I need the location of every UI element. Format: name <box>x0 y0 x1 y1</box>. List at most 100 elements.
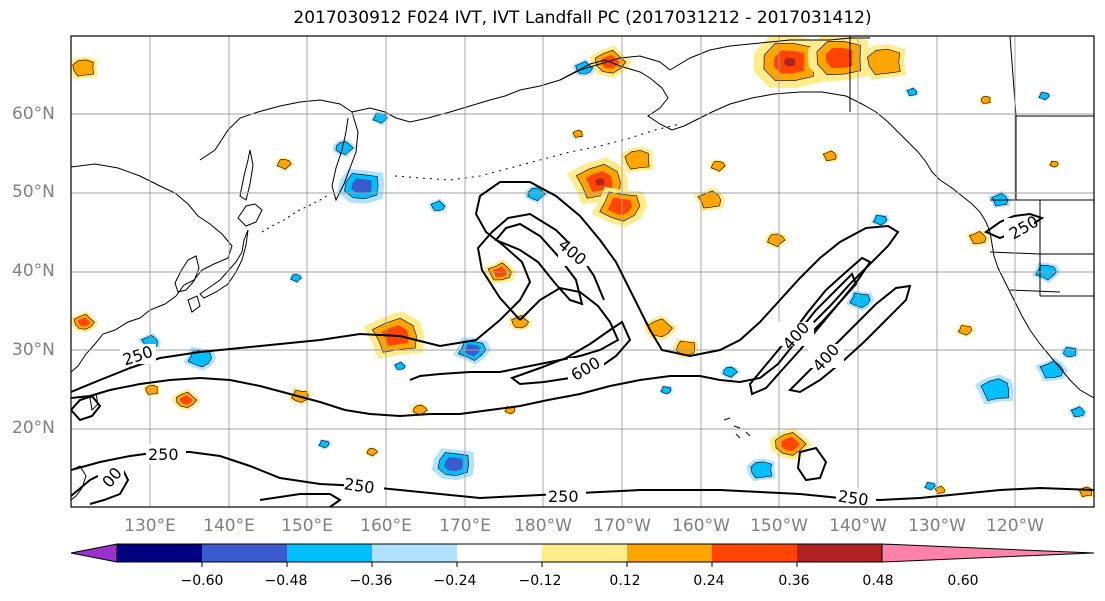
anomaly-region <box>867 48 901 75</box>
contour-250-lower-left-b <box>71 394 102 422</box>
anomaly-region <box>366 448 378 457</box>
contour-label-250-southwest: 250 <box>146 444 186 464</box>
anomaly-region <box>750 461 773 479</box>
contour-label-text: 250 <box>148 445 179 464</box>
chukotka <box>559 59 651 81</box>
anomaly-region <box>77 317 91 327</box>
alaska-north <box>669 37 870 71</box>
colorbar-extend-low <box>70 543 118 563</box>
japan-kyushu <box>187 295 201 313</box>
contour-250-south <box>71 451 1094 502</box>
colorbar-swatch <box>627 544 712 562</box>
contour-250-main <box>71 181 900 418</box>
colorbar-tick-label: 0.60 <box>947 573 979 589</box>
colorbar-extend-high <box>881 543 1095 563</box>
lon-label-150w: 150°W <box>750 516 808 536</box>
anomaly-region <box>444 457 463 472</box>
colorbar-swatch <box>372 544 457 562</box>
map-title: 2017030912 F024 IVT, IVT Landfall PC (20… <box>293 8 872 28</box>
siberia-coast <box>351 55 671 123</box>
alaska-south <box>711 91 941 181</box>
anomaly-region <box>849 292 871 309</box>
anomaly-region <box>430 200 446 211</box>
anomaly-region <box>968 231 987 245</box>
lat-label-50n: 50°N <box>12 182 55 202</box>
anomaly-region <box>980 96 991 104</box>
colorbar-swatch <box>287 544 372 562</box>
anomaly-region <box>906 87 918 96</box>
lon-label-120w: 120°W <box>986 516 1044 536</box>
sakhalin <box>239 149 254 201</box>
plot-background <box>71 36 1094 507</box>
lon-label-160e: 160°E <box>360 516 412 536</box>
anomaly-region <box>624 150 650 170</box>
anomaly-region <box>675 340 696 356</box>
kamchatka <box>331 111 359 202</box>
plot-frame <box>70 35 1095 508</box>
contour-250-hawaii-loop <box>796 446 828 482</box>
anomaly-region <box>594 178 605 186</box>
anomaly-region <box>784 57 796 67</box>
colorbar-swatch <box>202 544 287 562</box>
contour-label-250-south-a: 250 <box>343 474 384 497</box>
asia-coastline <box>71 163 233 373</box>
anomaly-region <box>710 161 726 172</box>
lon-label-170w: 170°W <box>593 516 651 536</box>
contour-250-south-small <box>259 493 342 507</box>
okhotsk-coast <box>199 99 353 161</box>
anomaly-region <box>527 187 546 201</box>
contour-600 <box>509 320 632 386</box>
anomaly-region <box>1049 160 1059 168</box>
kuril-islands <box>261 193 331 233</box>
contour-400-inner-loop <box>494 222 584 306</box>
contour-250-sw <box>71 466 130 505</box>
contour-label-text: 250 <box>343 474 376 497</box>
contour-label-250-south-b: 250 <box>546 486 586 506</box>
colorbar-swatch <box>117 544 202 562</box>
anomaly-region <box>825 47 853 69</box>
anomaly-region <box>290 274 302 283</box>
coastlines <box>71 36 1094 501</box>
anomaly-region <box>822 150 837 161</box>
anomaly-region <box>335 141 354 155</box>
anomaly-region <box>351 178 372 194</box>
anomaly-region <box>781 436 800 451</box>
bc-coast <box>939 179 1094 399</box>
lat-label-60n: 60°N <box>12 104 55 124</box>
japan-honshu <box>199 229 249 299</box>
contour-label-600: 600 <box>568 353 604 385</box>
colorbar-tick-label: 0.36 <box>778 573 810 589</box>
contour-label-text: 250 <box>837 487 870 510</box>
contour-label-text: 250 <box>548 487 579 506</box>
state-border-4 <box>1009 289 1061 293</box>
lon-label-170e: 170°E <box>439 516 491 536</box>
graticule <box>71 36 1094 507</box>
anomaly-region <box>394 361 406 370</box>
anomaly-region <box>957 324 973 336</box>
colorbar-tick-label: −0.12 <box>518 573 562 589</box>
colorbar-tick-label: 0.24 <box>693 573 725 589</box>
colorbar-tick-label: −0.36 <box>349 573 393 589</box>
anomaly-region <box>872 215 888 226</box>
lat-label-20n: 20°N <box>12 418 55 438</box>
alaska-west <box>647 77 713 131</box>
colorbar-tick-label: 0.48 <box>862 573 894 589</box>
colorbar-tick-label: 0.12 <box>609 573 641 589</box>
philippines <box>71 465 87 501</box>
lat-label-30n: 30°N <box>12 340 55 360</box>
lon-label-130e: 130°E <box>124 516 176 536</box>
lat-label-40n: 40°N <box>12 261 55 281</box>
lon-label-180w: 180°W <box>514 516 572 536</box>
anomaly-region <box>1063 347 1077 357</box>
anomaly-region <box>660 386 672 395</box>
anomaly-region <box>572 129 583 138</box>
anomaly-region <box>723 366 738 378</box>
anomaly-region <box>180 395 193 405</box>
lon-label-150e: 150°E <box>281 516 333 536</box>
lon-label-140e: 140°E <box>203 516 255 536</box>
contour-400-east-b <box>787 284 912 394</box>
anomaly-region <box>72 59 95 77</box>
contour-label-group: 250 400 600 400 400 250 250 250 250 250 … <box>98 212 1042 510</box>
colorbar-tick-label: −0.48 <box>264 573 308 589</box>
